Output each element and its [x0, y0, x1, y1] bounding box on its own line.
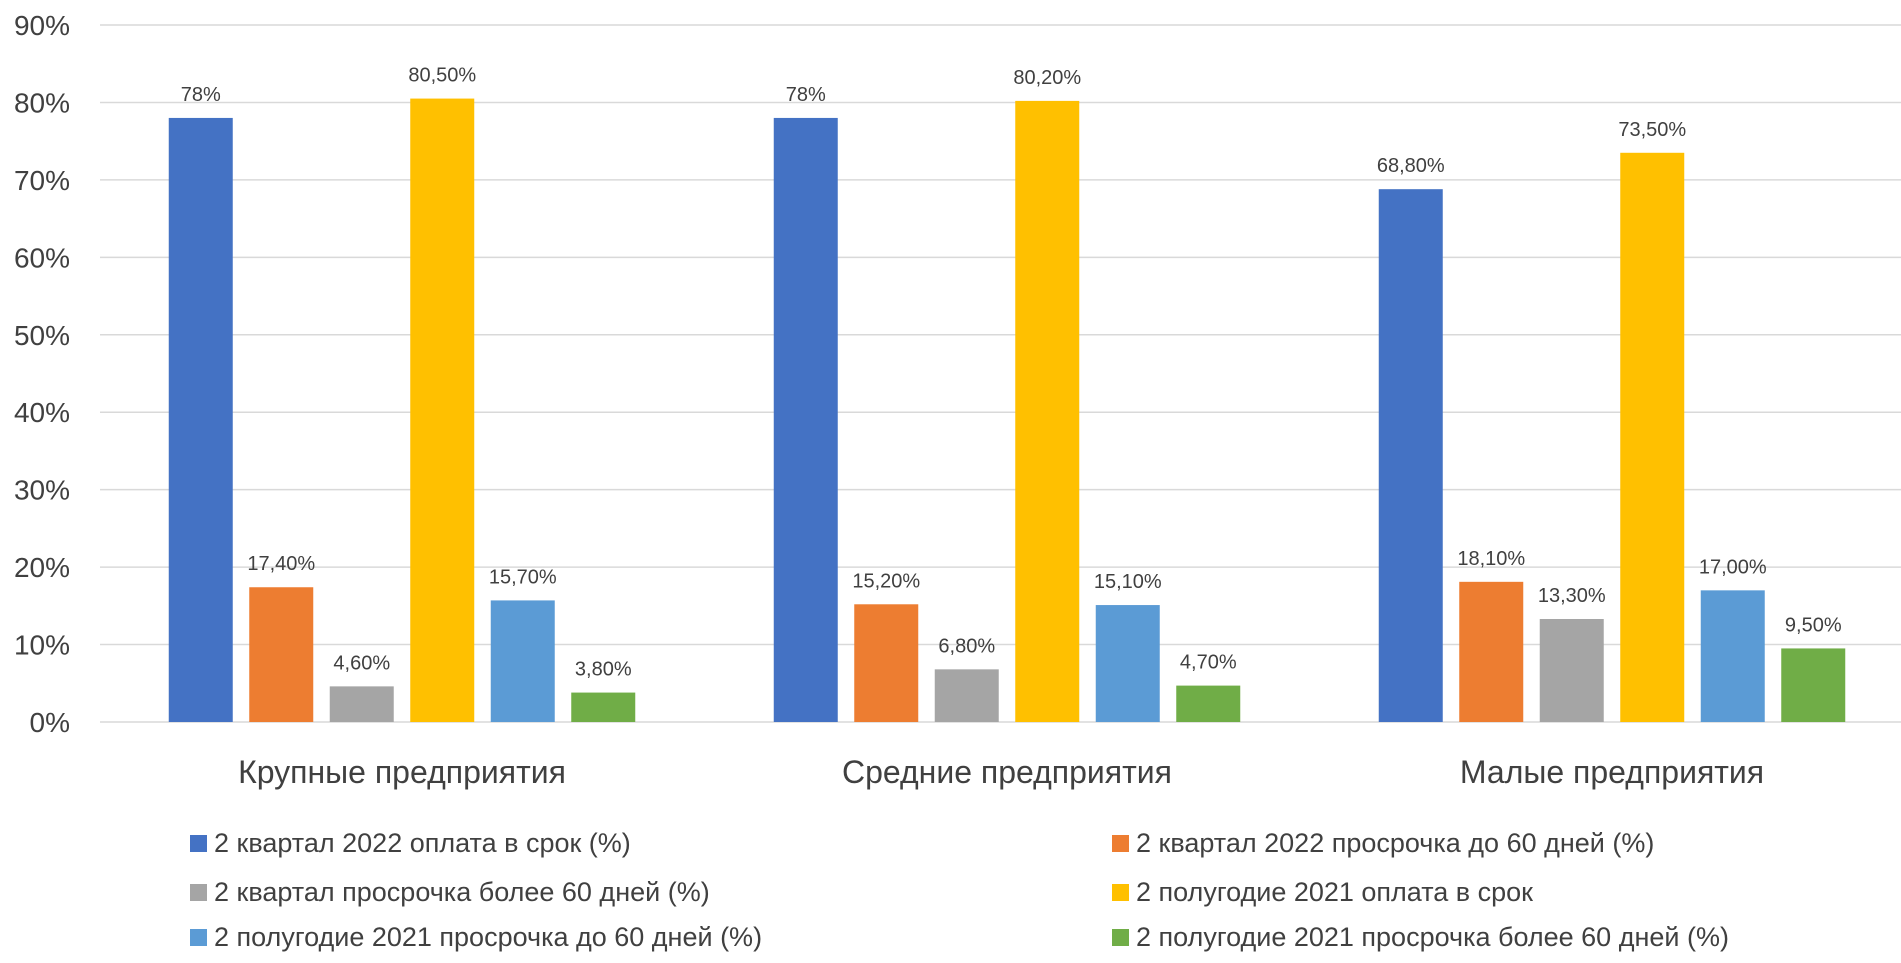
bar [773, 117, 838, 722]
data-label: 13,30% [1538, 585, 1606, 607]
legend-label: 2 квартал 2022 просрочка до 60 дней (%) [1136, 828, 1654, 858]
bar [854, 604, 919, 722]
legend-label: 2 полугодие 2021 просрочка до 60 дней (%… [214, 922, 762, 952]
data-label: 78% [181, 84, 221, 106]
y-tick-label: 10% [14, 630, 70, 661]
bar [410, 98, 475, 723]
legend-item: 2 квартал просрочка более 60 дней (%) [190, 877, 710, 907]
y-tick-label: 0% [30, 707, 70, 738]
legend-swatch [1112, 929, 1129, 946]
x-tick-label: Средние предприятия [842, 754, 1172, 790]
y-tick-label: 30% [14, 475, 70, 506]
data-label: 17,40% [247, 553, 315, 575]
legend-label: 2 полугодие 2021 просрочка более 60 дней… [1136, 922, 1729, 952]
legend-swatch [190, 835, 207, 852]
bar [1095, 605, 1160, 722]
x-tick-label: Крупные предприятия [238, 754, 566, 790]
y-tick-label: 40% [14, 397, 70, 428]
legend-item: 2 полугодие 2021 просрочка до 60 дней (%… [190, 922, 762, 952]
bar [1459, 581, 1524, 722]
legend-swatch [190, 884, 207, 901]
bar [1620, 152, 1685, 723]
x-tick-label: Малые предприятия [1460, 754, 1764, 790]
legend-label: 2 полугодие 2021 оплата в срок [1136, 877, 1533, 907]
bar [1378, 189, 1443, 722]
data-label: 15,20% [852, 570, 920, 592]
y-tick-label: 80% [14, 87, 70, 118]
data-label: 9,50% [1785, 614, 1842, 636]
data-label: 68,80% [1377, 155, 1445, 177]
bar [934, 669, 999, 722]
legend-swatch [1112, 884, 1129, 901]
y-tick-label: 60% [14, 242, 70, 273]
bar [1015, 100, 1080, 722]
legend-swatch [1112, 835, 1129, 852]
data-labels: 78% 17,40% 4,60% 80,50% 15,70% 3,80% 78% 15,20%… [181, 65, 1842, 681]
data-label: 6,80% [938, 635, 995, 657]
data-label: 3,80% [575, 659, 632, 681]
legend-label: 2 квартал 2022 оплата в срок (%) [214, 828, 631, 858]
legend-item: 2 полугодие 2021 оплата в срок [1112, 877, 1533, 907]
y-tick-label: 50% [14, 320, 70, 351]
data-label: 80,20% [1013, 67, 1081, 89]
data-label: 15,70% [489, 566, 557, 588]
legend: 2 квартал 2022 оплата в срок (%) 2 кварта… [190, 828, 1729, 952]
data-label: 15,10% [1094, 571, 1162, 593]
bar [1700, 590, 1765, 722]
y-tick-label: 20% [14, 552, 70, 583]
data-label: 17,00% [1699, 556, 1767, 578]
legend-item: 2 квартал 2022 просрочка до 60 дней (%) [1112, 828, 1654, 858]
bar [168, 117, 233, 722]
bar [490, 600, 555, 722]
legend-swatch [190, 929, 207, 946]
bar [1539, 618, 1604, 722]
bar [329, 686, 394, 722]
y-tick-label: 90% [14, 10, 70, 41]
legend-label: 2 квартал просрочка более 60 дней (%) [214, 877, 710, 907]
data-label: 4,70% [1180, 652, 1237, 674]
y-tick-label: 70% [14, 165, 70, 196]
bars [168, 98, 1846, 723]
bar [1176, 685, 1241, 722]
legend-item: 2 полугодие 2021 просрочка более 60 дней… [1112, 922, 1729, 952]
data-label: 18,10% [1457, 548, 1525, 570]
data-label: 78% [786, 84, 826, 106]
y-axis: 0% 10% 20% 30% 40% 50% 60% 70% 80% 90% [14, 10, 70, 738]
bar [571, 692, 636, 722]
bar [249, 587, 314, 722]
gridlines [100, 24, 1901, 723]
data-label: 73,50% [1618, 119, 1686, 141]
data-label: 80,50% [408, 65, 476, 87]
legend-item: 2 квартал 2022 оплата в срок (%) [190, 828, 631, 858]
x-axis: Крупные предприятия Средние предприятия Ма… [238, 754, 1764, 790]
bar [1781, 648, 1846, 722]
data-label: 4,60% [333, 652, 390, 674]
